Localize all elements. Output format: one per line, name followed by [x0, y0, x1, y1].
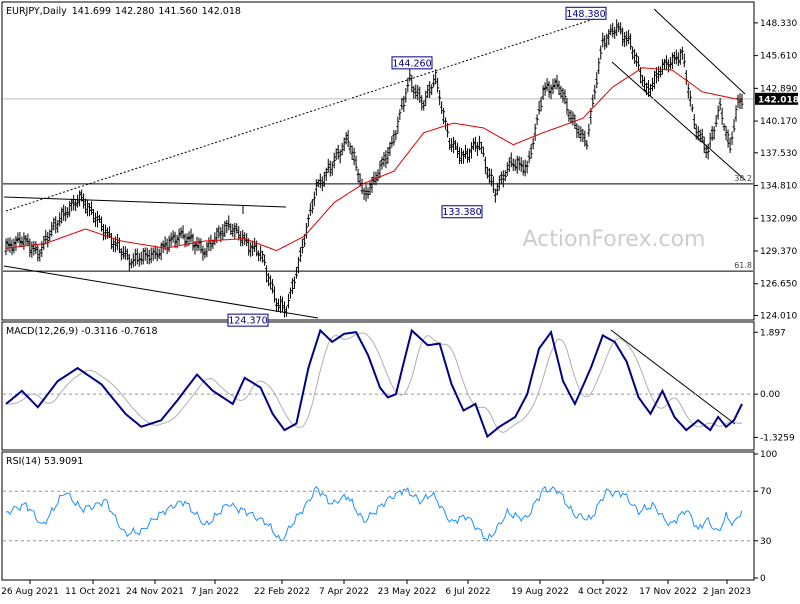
price-y-tick-label: 140.170	[760, 117, 797, 127]
macd-y-tick-label: 0.00	[760, 390, 780, 400]
watermark: ActionForex.com	[523, 227, 706, 252]
price-y-tick-label: 137.530	[760, 149, 797, 159]
price-y-tick-label: 145.610	[760, 52, 797, 62]
channel-lower	[611, 61, 746, 181]
rsi-y-tick-label: 0	[760, 574, 766, 584]
price-y-tick-label: 132.090	[760, 214, 797, 224]
macd-panel-title: MACD(12,26,9) -0.3116 -0.7618	[6, 326, 158, 337]
x-tick-label: 26 Aug 2021	[1, 587, 59, 597]
price-panel-title: EURJPY,Daily 141.699 142.280 141.560 142.018	[6, 6, 241, 17]
rsi-panel-title: RSI(14) 53.9091	[6, 456, 83, 467]
x-tick-label: 6 Jul 2022	[445, 587, 490, 597]
macd-y-tick-label: 1.897	[760, 328, 786, 338]
macd-y-tick-label: -1.3259	[760, 433, 795, 443]
annotation-label: 144.260	[392, 58, 431, 69]
price-y-tick-label: 124.010	[760, 311, 797, 321]
fib-levels: 38.2 61.8	[3, 174, 753, 272]
fib-level-label: 38.2	[734, 174, 752, 183]
macd-y-axis: 1.897 0.00 -1.3259	[754, 328, 795, 443]
annotation-box	[565, 6, 607, 20]
x-tick-label: 22 Feb 2022	[254, 587, 310, 597]
annotation-box	[441, 205, 483, 219]
trendline-triangle-lower	[3, 265, 319, 319]
x-tick-label: 11 Oct 2021	[65, 587, 121, 597]
rsi-y-tick-label: 70	[760, 487, 772, 497]
price-y-tick-label: 126.650	[760, 280, 797, 290]
x-axis: 26 Aug 2021 11 Oct 2021 24 Nov 2021 7 Jan 2…	[1, 580, 751, 597]
rsi-y-axis: 100 70 30 0	[754, 450, 777, 584]
x-tick-label: 2 Jan 2023	[703, 587, 751, 597]
moving-average	[5, 67, 743, 252]
candles	[4, 19, 744, 318]
x-tick-label: 4 Oct 2022	[578, 587, 628, 597]
moving-average-line	[5, 67, 743, 252]
macd-line	[5, 328, 743, 439]
last-price-tag-label: 142.018	[758, 95, 799, 105]
fib-level-label: 61.8	[734, 261, 752, 270]
trendlines	[3, 8, 746, 425]
channel-upper	[653, 8, 746, 95]
price-annotations: 148.380 144.260 133.380 124.370	[227, 6, 607, 327]
x-tick-label: 7 Apr 2022	[319, 587, 369, 597]
trendline-rising-dotted	[5, 16, 601, 212]
macd-signal-line	[6, 332, 743, 433]
price-y-tick-label: 134.810	[760, 182, 797, 192]
macd-lines	[3, 328, 753, 439]
x-tick-label: 17 Nov 2022	[639, 587, 697, 597]
price-y-tick-label: 142.890	[760, 84, 797, 94]
trendline-triangle-upper	[3, 196, 287, 208]
annotation-label: 124.370	[228, 316, 267, 327]
price-y-tick-label: 148.330	[760, 19, 797, 29]
last-price-tag	[755, 92, 798, 105]
macd-trendline	[610, 329, 736, 425]
price-panel-frame	[1, 1, 755, 321]
rsi-panel-frame	[1, 451, 755, 581]
last-price-line: 142.018	[3, 92, 799, 105]
rsi-lines	[3, 485, 753, 542]
rsi-y-tick-label: 30	[760, 537, 772, 547]
x-tick-label: 24 Nov 2021	[126, 587, 184, 597]
x-tick-label: 23 May 2022	[378, 587, 437, 597]
annotation-label: 148.380	[566, 9, 605, 20]
x-tick-label: 19 Aug 2022	[511, 587, 569, 597]
annotation-box	[391, 56, 433, 70]
x-tick-label: 7 Jan 2022	[191, 587, 239, 597]
price-y-tick-label: 129.370	[760, 247, 797, 257]
annotation-label: 133.380	[442, 207, 481, 218]
rsi-y-tick-label: 100	[760, 450, 777, 460]
price-y-axis: 148.330 145.610 142.890 140.170 137.530 134.8…	[754, 19, 797, 321]
annotation-box	[227, 313, 269, 327]
rsi-line	[5, 485, 743, 542]
